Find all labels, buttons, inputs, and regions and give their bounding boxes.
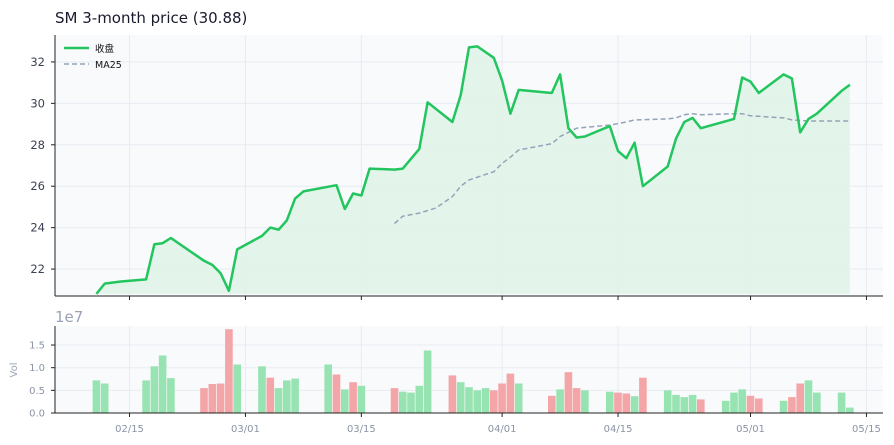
volume-bar <box>796 383 804 413</box>
volume-bar <box>349 382 357 413</box>
volume-bar <box>473 390 482 413</box>
price-x-ticks <box>129 296 867 300</box>
ma25-line <box>394 112 850 225</box>
price-y-tick-label: 28 <box>30 138 45 152</box>
volume-bar <box>200 388 208 413</box>
price-area <box>96 46 850 294</box>
price-y-tick-label: 30 <box>30 96 45 110</box>
volume-bar <box>606 391 614 413</box>
volume-bar <box>423 350 432 413</box>
volume-bar <box>291 378 299 413</box>
volume-bar <box>448 375 457 413</box>
volume-bar <box>614 392 622 413</box>
volume-bar <box>283 380 291 413</box>
volume-bar <box>216 383 225 413</box>
volume-bar <box>258 366 266 413</box>
volume-bar <box>639 377 647 413</box>
volume-bar <box>564 372 573 413</box>
volume-bar <box>324 364 332 413</box>
volume-bar <box>158 355 167 413</box>
volume-bar <box>837 392 846 413</box>
volume-bar <box>804 380 813 413</box>
volume-bar <box>680 397 689 413</box>
volume-x-tick-label: 04/01 <box>488 424 517 435</box>
volume-bar <box>399 391 407 413</box>
volume-bar <box>730 392 738 413</box>
volume-bar <box>100 383 109 413</box>
volume-bar <box>721 400 730 413</box>
volume-y-label: Vol <box>9 363 20 378</box>
volume-bar <box>548 395 556 413</box>
volume-bar <box>630 396 639 413</box>
volume-x-tick-label: 03/15 <box>347 424 376 435</box>
legend: 收盘 MA25 <box>64 43 122 71</box>
volume-y-tick-label: 0.5 <box>29 386 45 397</box>
chart-title: SM 3-month price (30.88) <box>55 9 247 27</box>
volume-bar <box>390 388 399 413</box>
price-y-ticks: 22 24 26 28 30 32 <box>30 55 55 276</box>
volume-bar <box>92 380 101 413</box>
volume-exponent-label: 1e7 <box>55 308 83 326</box>
volume-bar <box>498 383 506 413</box>
price-y-tick-label: 22 <box>30 262 45 276</box>
volume-y-tick-label: 1.5 <box>29 341 45 352</box>
volume-bar <box>266 377 275 413</box>
volume-bar <box>208 384 217 413</box>
volume-bar <box>167 378 175 413</box>
close-price-area <box>96 46 850 294</box>
volume-bar <box>233 364 241 413</box>
volume-x-tick-label: 03/01 <box>231 424 260 435</box>
volume-bar <box>672 394 680 413</box>
volume-bar <box>581 390 589 413</box>
volume-bar <box>846 407 854 413</box>
legend-ma-label: MA25 <box>95 60 122 71</box>
volume-panel: 0.0 0.5 1.0 1.5 02/15 03/01 03/15 04/01 04/15 05… <box>9 308 883 435</box>
volume-bar <box>622 393 631 413</box>
close-price-line <box>95 45 851 295</box>
volume-y-tick-label: 0.0 <box>29 409 45 420</box>
volume-bar <box>490 390 498 413</box>
volume-x-tick-label: 04/15 <box>604 424 633 435</box>
volume-bar <box>746 395 755 413</box>
volume-x-ticks: 02/15 03/01 03/15 04/01 04/15 05/01 05/15 <box>115 413 881 435</box>
volume-x-tick-label: 05/01 <box>736 424 765 435</box>
price-y-tick-label: 26 <box>30 179 45 193</box>
volume-bar <box>225 329 233 413</box>
volume-bar <box>465 387 473 413</box>
volume-bar <box>556 389 564 413</box>
volume-bar <box>572 388 581 413</box>
volume-bar <box>481 388 490 413</box>
volume-x-tick-label: 02/15 <box>115 424 144 435</box>
volume-y-tick-label: 1.0 <box>29 363 45 374</box>
volume-bar <box>142 380 150 413</box>
volume-y-ticks: 0.0 0.5 1.0 1.5 <box>29 341 55 420</box>
volume-bar <box>357 385 366 413</box>
volume-bar <box>779 400 788 413</box>
volume-bar <box>755 398 763 413</box>
price-panel: 22 24 26 28 30 32 收盘 MA25 <box>30 35 883 300</box>
volume-bar <box>341 389 349 413</box>
volume-bar <box>663 390 672 413</box>
volume-bar <box>415 385 424 413</box>
volume-bar <box>506 373 515 413</box>
volume-bar <box>813 392 821 413</box>
volume-bar <box>274 388 283 413</box>
legend-close-label: 收盘 <box>95 43 115 55</box>
volume-bars <box>92 329 854 413</box>
volume-x-tick-label: 05/15 <box>852 424 881 435</box>
volume-bar <box>150 366 159 413</box>
volume-bar <box>332 374 341 413</box>
price-series <box>95 45 851 295</box>
volume-bar <box>514 383 523 413</box>
volume-bar <box>456 382 465 413</box>
price-y-tick-label: 32 <box>30 55 45 69</box>
volume-bar <box>407 392 415 413</box>
volume-bar <box>788 397 796 413</box>
volume-bar <box>688 394 697 413</box>
volume-bar <box>738 389 746 413</box>
price-y-tick-label: 24 <box>30 221 45 235</box>
volume-bar <box>697 399 705 413</box>
